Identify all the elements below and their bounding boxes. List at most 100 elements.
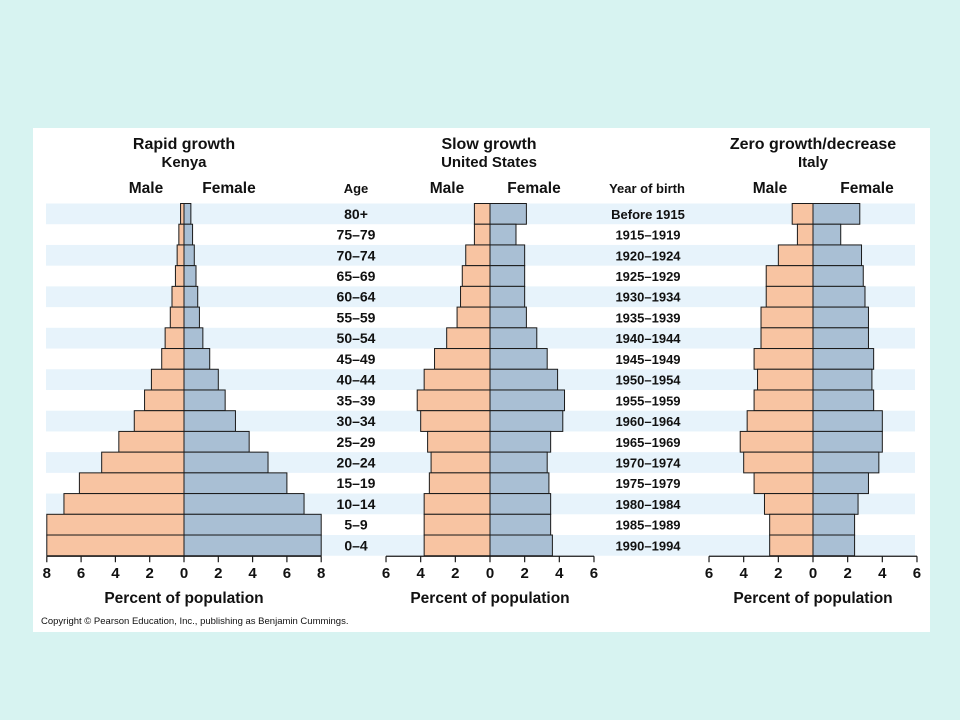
birth-year-label: 1980–1984: [615, 497, 681, 512]
us-male-bar: [473, 223, 491, 246]
italy-tick-label: 6: [705, 565, 713, 582]
kenya-male-bar: [63, 493, 185, 515]
age-group-label: 60–64: [337, 289, 376, 305]
kenya-male-bar: [46, 534, 185, 557]
kenya-female-bar: [183, 368, 219, 391]
italy-male-bar: [760, 327, 814, 350]
age-group-label: 45–49: [337, 351, 376, 367]
age-group-label: 30–34: [337, 413, 376, 429]
kenya-female-bar: [183, 451, 269, 474]
kenya-female-bar: [183, 472, 288, 495]
italy-male-bar: [760, 306, 814, 329]
italy-female-bar: [812, 348, 875, 370]
kenya-tick-label: 6: [77, 565, 85, 582]
us-male-bar: [423, 534, 491, 557]
age-group-label: 25–29: [337, 434, 376, 450]
kenya-axis-title: Percent of population: [104, 590, 263, 607]
us-tick-label: 4: [555, 565, 564, 582]
italy-female-bar: [812, 244, 863, 267]
kenya-male-bar: [150, 368, 185, 391]
kenya-female-header: Female: [202, 180, 256, 197]
birth-year-label: 1945–1949: [615, 352, 680, 367]
italy-male-bar: [753, 472, 814, 495]
us-female-bar: [489, 534, 553, 557]
italy-pyramid: [739, 203, 883, 557]
kenya-tick-label: 8: [317, 565, 325, 582]
us-x-axis: 6 4 2 0 2 4 6: [382, 555, 598, 582]
us-male-bar: [423, 493, 491, 515]
us-female-bar: [489, 513, 552, 536]
kenya-female-bar: [183, 534, 322, 557]
age-group-label: 20–24: [337, 455, 376, 471]
birth-year-label: 1990–1994: [615, 538, 681, 553]
us-female-bar: [489, 327, 538, 350]
age-group-label: 40–44: [337, 372, 376, 388]
us-female-bar: [489, 493, 552, 515]
italy-female-bar: [812, 389, 875, 412]
kenya-male-bar: [169, 306, 185, 329]
kenya-male-bar: [180, 203, 185, 225]
kenya-female-bar: [183, 493, 305, 515]
kenya-female-bar: [183, 389, 226, 412]
us-male-bar: [460, 285, 491, 308]
italy-female-bar: [812, 472, 869, 495]
kenya-male-bar: [171, 285, 185, 308]
us-male-bar: [420, 410, 491, 432]
age-group-label: 50–54: [337, 330, 376, 346]
kenya-x-axis: 8 6 4 2 0 2 4 6 8: [43, 555, 325, 582]
us-tick-label: 2: [520, 565, 528, 582]
italy-tick-label: 6: [913, 565, 921, 582]
year-of-birth-header: Year of birth: [609, 181, 685, 196]
kenya-subtitle: Kenya: [161, 154, 207, 171]
birth-year-label: Before 1915: [611, 207, 685, 222]
kenya-female-bar: [183, 203, 192, 225]
italy-tick-label: 4: [878, 565, 887, 582]
us-axis-title: Percent of population: [410, 590, 569, 607]
kenya-male-bar: [161, 348, 185, 370]
us-male-bar: [430, 451, 491, 474]
italy-female-bar: [812, 534, 856, 557]
us-male-bar: [428, 472, 491, 495]
birth-year-label: 1930–1934: [615, 290, 681, 305]
italy-tick-label: 0: [809, 565, 817, 582]
italy-male-bar: [765, 285, 814, 308]
us-male-bar: [456, 306, 491, 329]
age-group-label: 80+: [344, 206, 368, 222]
us-female-bar: [489, 223, 517, 246]
us-female-bar: [489, 203, 527, 225]
kenya-male-header: Male: [129, 180, 164, 197]
kenya-male-bar: [78, 472, 185, 495]
italy-male-bar: [769, 513, 814, 536]
us-male-bar: [423, 513, 491, 536]
us-male-bar: [461, 265, 491, 287]
italy-female-bar: [812, 203, 861, 225]
birth-year-label: 1940–1944: [615, 331, 681, 346]
kenya-male-bar: [133, 410, 185, 432]
italy-female-bar: [812, 430, 883, 453]
italy-tick-label: 2: [843, 565, 851, 582]
italy-female-bar: [812, 451, 880, 474]
italy-female-bar: [812, 223, 842, 246]
age-group-label: 70–74: [337, 247, 376, 263]
age-group-label: 15–19: [337, 475, 376, 491]
us-male-bar: [416, 389, 491, 412]
italy-male-bar: [765, 265, 814, 287]
kenya-female-bar: [183, 306, 200, 329]
us-female-bar: [489, 389, 566, 412]
kenya-title: Rapid growth: [133, 136, 235, 153]
us-male-bar: [473, 203, 491, 225]
italy-female-bar: [812, 368, 873, 391]
us-male-bar: [434, 348, 491, 370]
birth-year-label: 1935–1939: [615, 310, 680, 325]
italy-male-bar: [791, 203, 814, 225]
kenya-male-bar: [178, 223, 185, 246]
us-female-bar: [489, 244, 526, 267]
birth-year-label: 1920–1924: [615, 248, 681, 263]
italy-female-bar: [812, 265, 864, 287]
italy-female-bar: [812, 285, 866, 308]
kenya-tick-label: 2: [146, 565, 154, 582]
kenya-pyramid: [46, 203, 322, 557]
copyright-notice: Copyright © Pearson Education, Inc., pub…: [41, 616, 348, 627]
birth-year-label: 1965–1969: [615, 435, 680, 450]
